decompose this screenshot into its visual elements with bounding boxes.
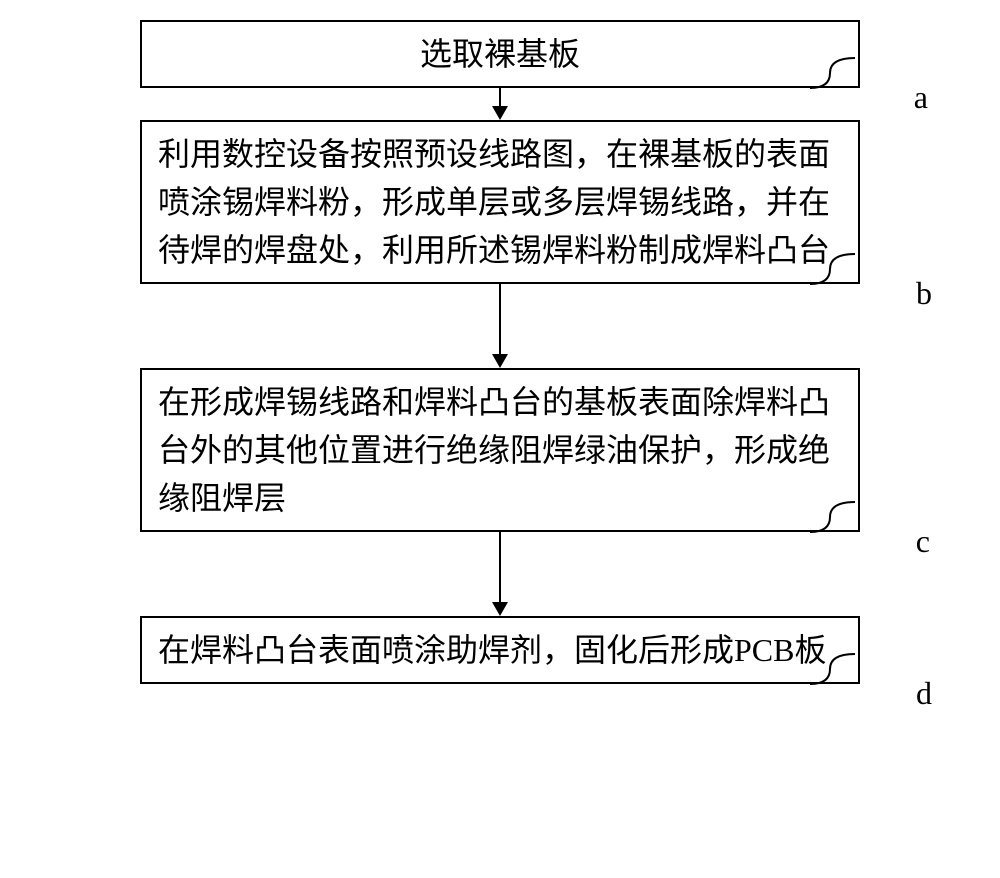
box-d-text: 在焊料凸台表面喷涂助焊剂，固化后形成PCB板 bbox=[158, 626, 842, 674]
box-b-label: b bbox=[916, 275, 932, 312]
arrow-head-icon bbox=[492, 106, 508, 120]
box-b-text: 利用数控设备按照预设线路图，在裸基板的表面喷涂锡焊料粉，形成单层或多层焊锡线路，… bbox=[158, 130, 842, 274]
flowchart-container: 选取裸基板 a 利用数控设备按照预设线路图，在裸基板的表面喷涂锡焊料粉，形成单层… bbox=[50, 20, 950, 684]
box-d-label: d bbox=[916, 675, 932, 712]
flowchart-box-a: 选取裸基板 bbox=[140, 20, 860, 88]
box-wrapper-c: 在形成焊锡线路和焊料凸台的基板表面除焊料凸台外的其他位置进行绝缘阻焊绿油保护，形… bbox=[50, 368, 950, 532]
box-wrapper-a: 选取裸基板 a bbox=[50, 20, 950, 88]
flowchart-box-d: 在焊料凸台表面喷涂助焊剂，固化后形成PCB板 bbox=[140, 616, 860, 684]
flowchart-box-c: 在形成焊锡线路和焊料凸台的基板表面除焊料凸台外的其他位置进行绝缘阻焊绿油保护，形… bbox=[140, 368, 860, 532]
arrow-a-to-b bbox=[492, 88, 508, 120]
arrow-line bbox=[499, 532, 501, 602]
arrow-line bbox=[499, 88, 501, 106]
arrow-head-icon bbox=[492, 354, 508, 368]
box-c-text: 在形成焊锡线路和焊料凸台的基板表面除焊料凸台外的其他位置进行绝缘阻焊绿油保护，形… bbox=[158, 378, 842, 522]
box-a-label: a bbox=[914, 79, 928, 116]
box-a-text: 选取裸基板 bbox=[158, 30, 842, 78]
arrow-head-icon bbox=[492, 602, 508, 616]
box-c-label: c bbox=[916, 523, 930, 560]
box-wrapper-d: 在焊料凸台表面喷涂助焊剂，固化后形成PCB板 d bbox=[50, 616, 950, 684]
arrow-c-to-d bbox=[492, 532, 508, 616]
box-wrapper-b: 利用数控设备按照预设线路图，在裸基板的表面喷涂锡焊料粉，形成单层或多层焊锡线路，… bbox=[50, 120, 950, 284]
flowchart-box-b: 利用数控设备按照预设线路图，在裸基板的表面喷涂锡焊料粉，形成单层或多层焊锡线路，… bbox=[140, 120, 860, 284]
arrow-line bbox=[499, 284, 501, 354]
arrow-b-to-c bbox=[492, 284, 508, 368]
